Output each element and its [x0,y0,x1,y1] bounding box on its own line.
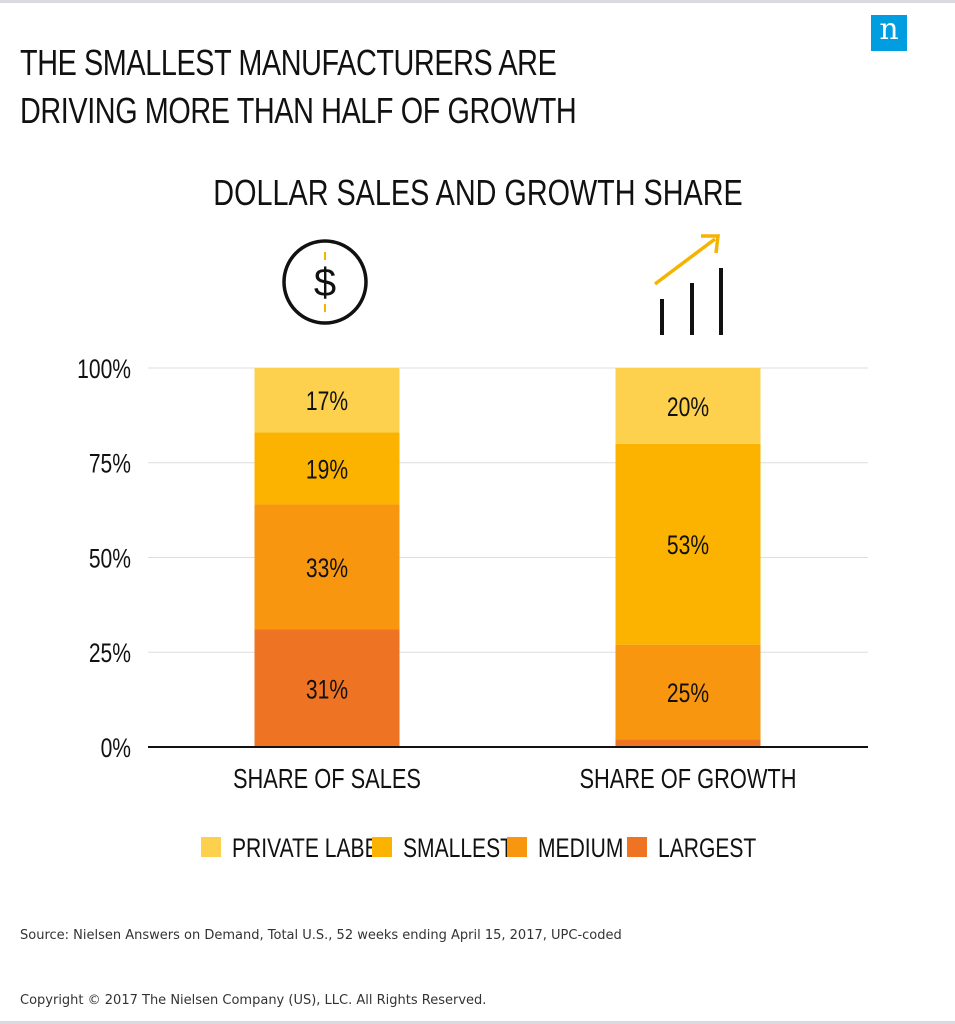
x-axis-categories: SHARE OF SALES SHARE OF GROWTH [233,763,797,794]
data-label: 19% [306,455,348,485]
y-tick-label: 75% [89,449,131,479]
legend-swatch [507,837,527,857]
y-axis-ticks: 0% 25% 50% 75% 100% [77,355,131,764]
legend-label: SMALLEST [403,834,513,864]
data-label: 20% [667,392,709,422]
legend-swatch [372,837,392,857]
y-tick-label: 50% [89,544,131,574]
copyright-note: Copyright © 2017 The Nielsen Company (US… [20,993,486,1008]
data-label: 53% [667,531,709,561]
data-label: 17% [306,387,348,417]
y-tick-label: 100% [77,355,131,385]
growth-bars-arrow-icon [655,236,721,335]
stacked-bar-chart: DOLLAR SALES AND GROWTH SHARE $ 31% 33% 19… [0,3,955,903]
legend-swatch [627,837,647,857]
x-category-label: SHARE OF SALES [233,763,421,794]
source-note: Source: Nielsen Answers on Demand, Total… [20,928,622,943]
data-label: 25% [667,679,709,709]
dollar-circle-icon: $ [284,241,366,323]
legend-label: PRIVATE LABEL [232,834,390,864]
legend: PRIVATE LABEL SMALLEST MEDIUM LARGEST [201,834,756,864]
data-label: 33% [306,554,348,584]
data-label: 31% [306,675,348,705]
x-category-label: SHARE OF GROWTH [579,763,796,794]
legend-swatch [201,837,221,857]
infographic: THE SMALLEST MANUFACTURERS ARE DRIVING M… [0,0,955,1024]
legend-label: LARGEST [658,834,756,864]
legend-label: MEDIUM [538,834,623,864]
dollar-symbol: $ [314,261,336,305]
y-tick-label: 25% [89,639,131,669]
chart-title: DOLLAR SALES AND GROWTH SHARE [213,172,742,213]
y-tick-label: 0% [101,734,131,764]
